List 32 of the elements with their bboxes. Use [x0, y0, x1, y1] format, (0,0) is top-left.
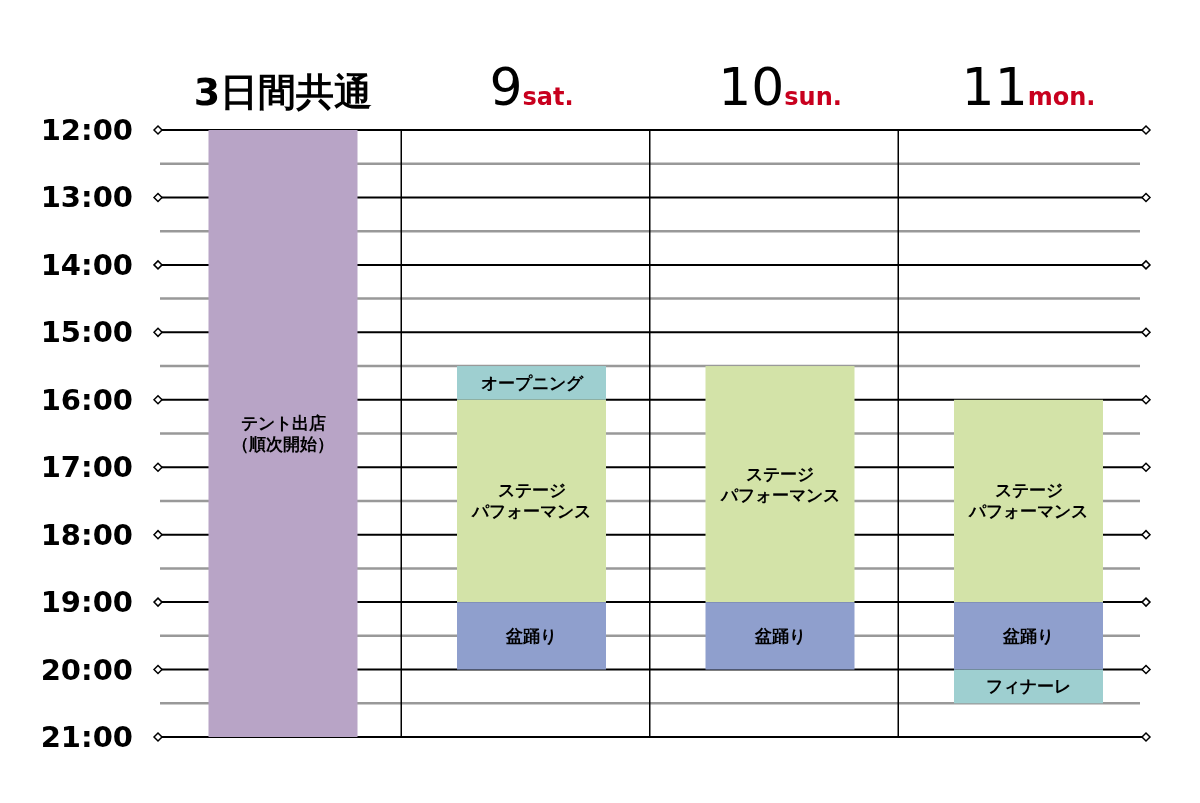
x-tick-label: 9sat. — [489, 57, 574, 117]
bar — [705, 602, 855, 670]
y-tick-label: 16:00 — [40, 382, 133, 417]
series-label: テント出店（順次開始） — [232, 413, 334, 454]
y-tick-label: 12:00 — [40, 113, 133, 147]
text: ステージパフォーマンス — [720, 463, 840, 505]
y-tick-label: 19:00 — [40, 585, 133, 620]
bar — [954, 669, 1103, 704]
y-tick-label: 15:00 — [40, 315, 133, 350]
text: 盆踊り — [1003, 625, 1054, 646]
bar — [208, 130, 358, 737]
y-tick-label: 18:00 — [40, 517, 133, 552]
bar — [954, 399, 1103, 603]
x-tick-label: 10sun. — [718, 57, 842, 117]
bar — [954, 602, 1103, 670]
series-label: 盆踊り — [505, 625, 557, 646]
text: 盆踊り — [754, 625, 806, 646]
series-label: ステージパフォーマンス — [471, 480, 591, 522]
x-tick-label: 11mon. — [961, 57, 1096, 117]
series-label: オープニング — [480, 372, 584, 393]
y-tick-label: 17:00 — [40, 450, 133, 485]
bar — [457, 399, 606, 603]
y-tick-label: 14:00 — [40, 247, 133, 282]
y-tick-label: 21:00 — [40, 720, 133, 754]
bar — [705, 366, 855, 603]
y-tick-label: 13:00 — [40, 180, 133, 215]
bar — [457, 366, 606, 400]
series-label: フィナーレ — [986, 676, 1071, 697]
bar — [457, 602, 606, 670]
x-tick-label: 3日間共通 — [193, 70, 373, 114]
y-tick-label: 20:00 — [40, 652, 133, 687]
text: ステージパフォーマンス — [969, 480, 1088, 522]
